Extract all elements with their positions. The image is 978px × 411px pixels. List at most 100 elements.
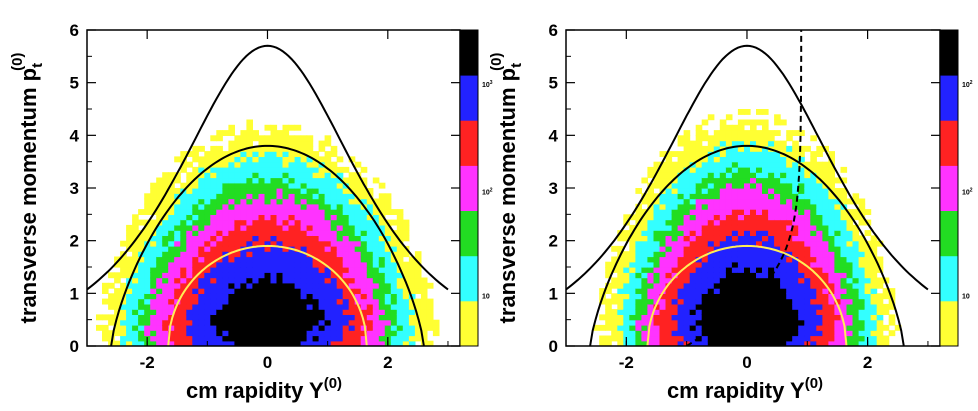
heatmap-cell [390,330,398,337]
heatmap-cell [731,177,739,184]
heatmap-cell [659,256,667,263]
heatmap-cell [330,261,338,268]
heatmap-cell [713,161,721,168]
heatmap-cell [228,335,235,342]
heatmap-cell [150,261,157,268]
heatmap-cell [647,303,654,310]
heatmap-cell [300,240,308,247]
heatmap-cell [756,130,763,136]
heatmap-cell [330,230,338,236]
heatmap-cell [168,224,175,231]
heatmap-cell [216,135,223,142]
heatmap-cell [114,340,121,346]
heatmap-cell [707,114,715,121]
heatmap-cell [288,240,296,247]
heatmap-cell [222,324,229,331]
heatmap-cell [846,303,854,310]
heatmap-cell [671,177,679,184]
heatmap-cell [665,272,673,279]
heatmap-cell [822,267,829,273]
heatmap-cell [384,319,392,326]
heatmap-cell [342,188,350,194]
heatmap-cell [816,145,823,152]
heatmap-cell [156,230,163,236]
heatmap-cell [162,198,169,205]
heatmap-cell [840,340,848,346]
heatmap-cell [132,272,139,279]
heatmap-cell [822,209,829,215]
heatmap-cell [354,235,362,242]
heatmap-cell [653,177,661,184]
heatmap-cell [725,261,733,268]
heatmap-cell [768,293,775,300]
heatmap-cell [228,298,235,305]
heatmap-cell [810,298,817,305]
heatmap-cell [653,282,661,289]
heatmap-cell [246,161,253,168]
heatmap-cell [324,293,332,300]
heatmap-cell [786,293,793,300]
heatmap-cell [192,261,199,268]
heatmap-cell [330,177,338,184]
heatmap-cell [870,267,878,273]
heatmap-cell [282,203,290,210]
heatmap-cell [768,251,775,258]
heatmap-cell [408,319,416,326]
heatmap-cell [798,335,805,342]
heatmap-cell [210,245,217,252]
heatmap-cell [822,172,829,179]
heatmap-cell [804,282,811,289]
heatmap-cell [138,335,145,342]
heatmap-cell [264,172,272,179]
heatmap-cell [768,219,775,226]
heatmap-cell [689,272,697,279]
heatmap-cell [762,293,769,300]
heatmap-cell [408,288,416,294]
heatmap-cell [396,214,404,221]
heatmap-cell [780,219,787,226]
heatmap-cell [336,319,344,326]
heatmap-cell [695,272,703,279]
heatmap-cell [360,224,368,231]
heatmap-cell [300,161,308,168]
heatmap-cell [713,330,721,337]
heatmap-cell [180,261,187,268]
heatmap-cell [228,188,235,194]
heatmap-cell [354,245,362,252]
heatmap-cell [312,277,320,284]
heatmap-cell [288,203,296,210]
heatmap-cell [150,335,157,342]
heatmap-cell [792,151,799,157]
heatmap-cell [737,230,745,236]
heatmap-cell [617,319,624,326]
heatmap-cell [210,182,217,189]
heatmap-cell [408,335,416,342]
heatmap-cell [396,235,404,242]
x-tick-label: 2 [383,353,392,372]
heatmap-cell [372,324,380,331]
heatmap-cell [174,172,181,179]
heatmap-cell [713,203,721,210]
heatmap-cell [192,209,199,215]
heatmap-cell [677,240,685,247]
heatmap-cell [168,219,175,226]
heatmap-cell [192,319,199,326]
heatmap-cell [132,251,139,258]
heatmap-cell [882,309,890,315]
heatmap-cell [282,172,290,179]
heatmap-cell [234,272,241,279]
heatmap-cell [120,240,127,247]
heatmap-cell [810,267,817,273]
heatmap-cell [144,309,151,315]
heatmap-cell [768,161,775,168]
heatmap-cell [306,251,314,258]
heatmap-cell [168,272,175,279]
heatmap-cell [378,319,386,326]
heatmap-cell [288,182,296,189]
heatmap-cell [707,224,715,231]
heatmap-cell [264,267,272,273]
heatmap-cell [695,324,703,331]
heatmap-cell [858,209,866,215]
heatmap-cell [695,130,703,136]
